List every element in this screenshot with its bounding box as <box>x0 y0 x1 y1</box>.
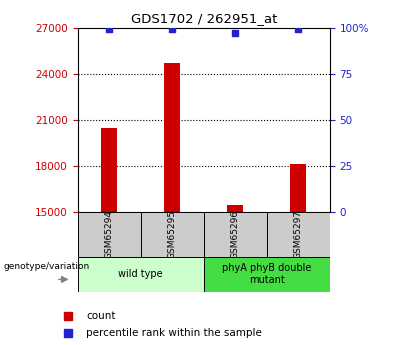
Bar <box>141 212 204 257</box>
Bar <box>101 128 117 212</box>
Text: count: count <box>86 311 116 321</box>
Text: GSM65295: GSM65295 <box>168 210 177 259</box>
Text: GSM65297: GSM65297 <box>294 210 303 259</box>
Text: GSM65294: GSM65294 <box>105 210 114 259</box>
Point <box>106 27 113 32</box>
Text: GSM65296: GSM65296 <box>231 210 240 259</box>
Text: phyA phyB double
mutant: phyA phyB double mutant <box>222 264 311 285</box>
Bar <box>78 212 141 257</box>
Text: percentile rank within the sample: percentile rank within the sample <box>86 328 262 338</box>
Text: wild type: wild type <box>118 269 163 279</box>
Bar <box>290 165 306 212</box>
Point <box>232 30 239 36</box>
Point <box>169 27 176 32</box>
Bar <box>164 63 180 212</box>
Title: GDS1702 / 262951_at: GDS1702 / 262951_at <box>131 12 277 25</box>
Bar <box>267 212 330 257</box>
Point <box>295 27 302 32</box>
Bar <box>204 257 330 292</box>
Bar <box>227 205 243 212</box>
Text: genotype/variation: genotype/variation <box>4 262 90 271</box>
Bar <box>78 257 204 292</box>
Bar <box>204 212 267 257</box>
